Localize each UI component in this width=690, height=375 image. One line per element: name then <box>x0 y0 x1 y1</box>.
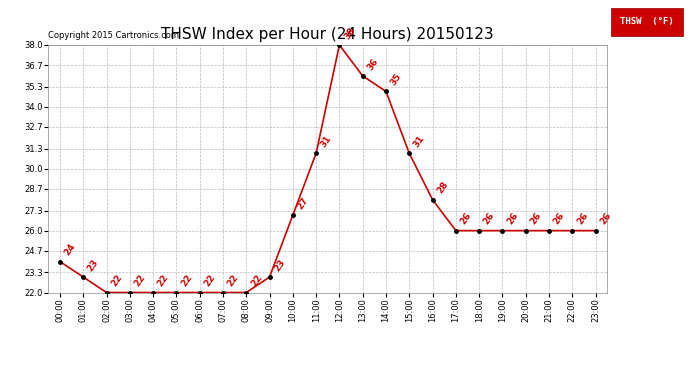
Text: 26: 26 <box>482 211 496 226</box>
Text: 26: 26 <box>575 211 589 226</box>
Text: Copyright 2015 Cartronics.com: Copyright 2015 Cartronics.com <box>48 31 179 40</box>
Text: 38: 38 <box>342 26 357 41</box>
Text: 22: 22 <box>249 273 264 288</box>
Text: 28: 28 <box>435 180 450 195</box>
Text: 22: 22 <box>226 273 240 288</box>
Text: 22: 22 <box>179 273 194 288</box>
Text: 26: 26 <box>459 211 473 226</box>
Text: 26: 26 <box>529 211 543 226</box>
Text: 24: 24 <box>63 242 77 257</box>
Text: 27: 27 <box>295 195 310 211</box>
Text: 26: 26 <box>552 211 566 226</box>
Title: THSW Index per Hour (24 Hours) 20150123: THSW Index per Hour (24 Hours) 20150123 <box>161 27 494 42</box>
Text: 22: 22 <box>202 273 217 288</box>
Text: 23: 23 <box>86 258 101 273</box>
Text: 22: 22 <box>132 273 147 288</box>
Text: 31: 31 <box>319 134 333 149</box>
Text: THSW  (°F): THSW (°F) <box>620 17 673 26</box>
Text: 26: 26 <box>598 211 613 226</box>
Text: 36: 36 <box>366 56 380 72</box>
Text: 35: 35 <box>388 72 403 87</box>
Text: 22: 22 <box>109 273 124 288</box>
Text: 31: 31 <box>412 134 426 149</box>
Text: 23: 23 <box>273 258 287 273</box>
Text: 22: 22 <box>156 273 170 288</box>
Text: 26: 26 <box>505 211 520 226</box>
